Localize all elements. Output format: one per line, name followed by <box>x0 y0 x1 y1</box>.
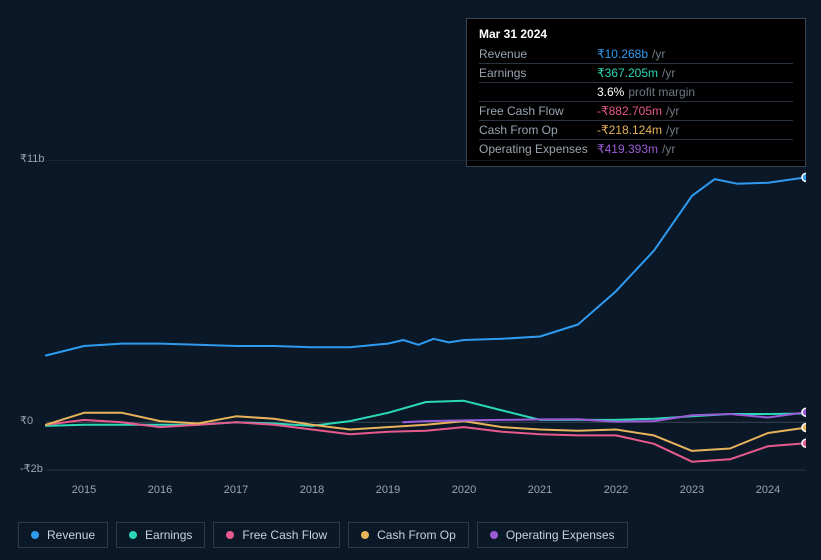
x-axis-label: 2018 <box>300 484 324 496</box>
legend-label: Earnings <box>145 528 192 542</box>
x-axis-label: 2016 <box>148 484 172 496</box>
tooltip-box: Mar 31 2024 Revenue₹10.268b/yrEarnings₹3… <box>466 18 806 167</box>
legend-dot-icon <box>361 531 369 539</box>
tooltip-row-unit: /yr <box>662 142 675 156</box>
legend-dot-icon <box>129 531 137 539</box>
legend-item[interactable]: Free Cash Flow <box>213 522 340 548</box>
y-axis-label: -₹2b <box>20 462 43 475</box>
tooltip-row-value: -₹882.705m <box>597 104 662 118</box>
tooltip-row: 3.6% profit margin <box>479 82 793 101</box>
y-axis-label: ₹11b <box>20 152 45 165</box>
chart-svg <box>18 160 806 490</box>
tooltip-row-label: Cash From Op <box>479 123 597 137</box>
tooltip-row-label: Earnings <box>479 66 597 80</box>
tooltip-row-unit: /yr <box>662 66 675 80</box>
tooltip-row-unit: profit margin <box>628 85 695 99</box>
x-axis-label: 2022 <box>604 484 628 496</box>
tooltip-row-unit: /yr <box>666 104 679 118</box>
tooltip-row: Operating Expenses₹419.393m/yr <box>479 139 793 158</box>
tooltip-row-label: Revenue <box>479 47 597 61</box>
x-axis-label: 2024 <box>756 484 780 496</box>
legend: Revenue Earnings Free Cash Flow Cash From O… <box>18 522 628 548</box>
legend-item[interactable]: Revenue <box>18 522 108 548</box>
legend-label: Revenue <box>47 528 95 542</box>
legend-label: Operating Expenses <box>506 528 615 542</box>
tooltip-row-value: ₹419.393m <box>597 142 658 156</box>
tooltip-row-value: ₹10.268b <box>597 47 648 61</box>
legend-item[interactable]: Earnings <box>116 522 205 548</box>
tooltip-row-unit: /yr <box>666 123 679 137</box>
x-axis-label: 2023 <box>680 484 704 496</box>
tooltip-row: Free Cash Flow-₹882.705m/yr <box>479 101 793 120</box>
x-axis-label: 2017 <box>224 484 248 496</box>
legend-label: Cash From Op <box>377 528 456 542</box>
tooltip-row-value: 3.6% <box>597 85 624 99</box>
legend-label: Free Cash Flow <box>242 528 327 542</box>
legend-dot-icon <box>226 531 234 539</box>
tooltip-date: Mar 31 2024 <box>479 27 793 41</box>
legend-dot-icon <box>31 531 39 539</box>
tooltip-row-unit: /yr <box>652 47 665 61</box>
tooltip-row: Revenue₹10.268b/yr <box>479 45 793 63</box>
x-axis-label: 2020 <box>452 484 476 496</box>
legend-item[interactable]: Operating Expenses <box>477 522 628 548</box>
tooltip-row: Earnings₹367.205m/yr <box>479 63 793 82</box>
tooltip-row-value: ₹367.205m <box>597 66 658 80</box>
tooltip-row-label: Operating Expenses <box>479 142 597 156</box>
x-axis-label: 2019 <box>376 484 400 496</box>
legend-dot-icon <box>490 531 498 539</box>
tooltip-rows: Revenue₹10.268b/yrEarnings₹367.205m/yr3.… <box>479 45 793 158</box>
tooltip-row-label: Free Cash Flow <box>479 104 597 118</box>
tooltip-row: Cash From Op-₹218.124m/yr <box>479 120 793 139</box>
financials-chart: ₹11b₹0-₹2b 20152016201720182019202020212… <box>18 160 806 480</box>
legend-item[interactable]: Cash From Op <box>348 522 469 548</box>
x-axis-label: 2021 <box>528 484 552 496</box>
x-axis-label: 2015 <box>72 484 96 496</box>
y-axis-label: ₹0 <box>20 414 33 427</box>
tooltip-row-value: -₹218.124m <box>597 123 662 137</box>
